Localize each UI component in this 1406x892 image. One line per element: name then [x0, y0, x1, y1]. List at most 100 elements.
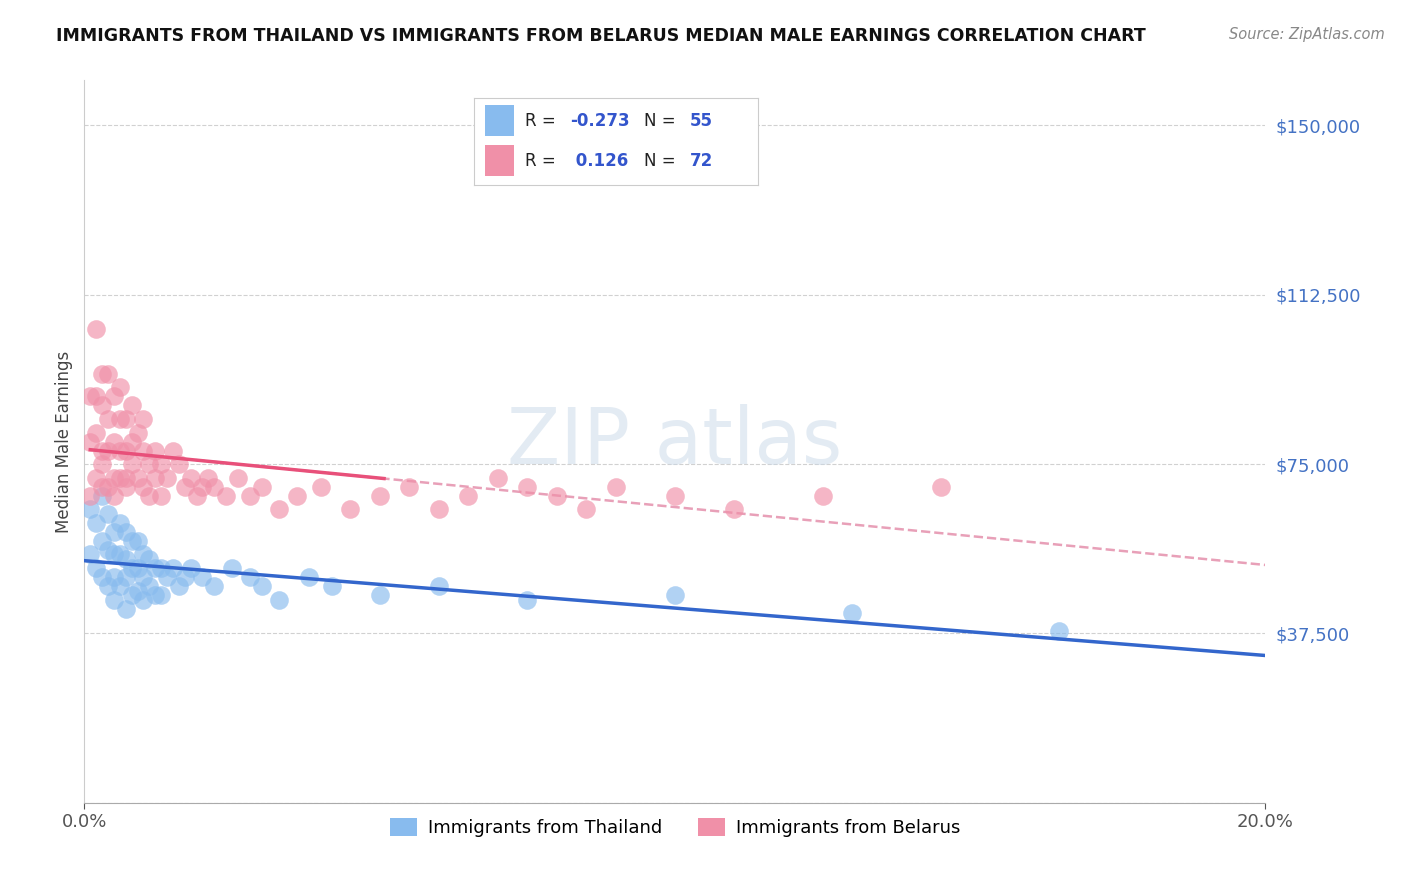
Point [114, 601, 136, 615]
Point [143, 588, 166, 602]
Point [723, 502, 745, 516]
Point [114, 480, 136, 494]
Point [127, 583, 149, 598]
Point [132, 412, 155, 426]
Point [457, 489, 479, 503]
Point [127, 533, 149, 548]
Point [156, 470, 179, 484]
Text: ZIP atlas: ZIP atlas [508, 403, 842, 480]
Point [221, 561, 243, 575]
Point [929, 480, 952, 494]
Point [841, 606, 863, 620]
Point [486, 470, 509, 484]
Point [132, 570, 155, 584]
Point [91, 367, 114, 381]
Point [121, 398, 143, 412]
Point [114, 552, 136, 566]
Point [138, 552, 160, 566]
Point [91, 533, 114, 548]
Point [108, 380, 131, 394]
Point [132, 480, 155, 494]
Point [84, 470, 107, 484]
Point [143, 470, 166, 484]
Point [103, 470, 125, 484]
Point [121, 561, 143, 575]
Point [121, 533, 143, 548]
Point [121, 434, 143, 449]
Point [173, 480, 195, 494]
Point [127, 561, 149, 575]
Point [575, 502, 598, 516]
Point [191, 570, 214, 584]
Point [186, 489, 208, 503]
Point [191, 480, 214, 494]
Point [516, 592, 538, 607]
Point [114, 524, 136, 539]
Point [398, 480, 420, 494]
Point [103, 489, 125, 503]
Point [108, 516, 131, 530]
Point [97, 579, 120, 593]
Point [516, 480, 538, 494]
Point [91, 570, 114, 584]
Point [197, 470, 219, 484]
Point [103, 570, 125, 584]
Point [108, 443, 131, 458]
Point [269, 502, 291, 516]
Point [103, 524, 125, 539]
Point [97, 367, 120, 381]
Point [664, 588, 686, 602]
Point [250, 579, 273, 593]
Point [173, 570, 195, 584]
Point [309, 480, 332, 494]
Point [202, 480, 225, 494]
Point [250, 480, 273, 494]
Point [79, 489, 101, 503]
Point [91, 398, 114, 412]
Point [811, 489, 834, 503]
Point [143, 443, 166, 458]
Y-axis label: Median Male Earnings: Median Male Earnings [55, 351, 73, 533]
Point [180, 470, 202, 484]
Point [664, 489, 686, 503]
Point [84, 516, 107, 530]
Point [79, 502, 101, 516]
Point [1047, 624, 1070, 639]
Point [84, 561, 107, 575]
Point [167, 457, 190, 471]
Point [121, 457, 143, 471]
Point [143, 561, 166, 575]
Point [108, 548, 131, 562]
Point [138, 457, 160, 471]
Point [84, 321, 107, 335]
Point [84, 425, 107, 440]
Point [114, 570, 136, 584]
Point [215, 489, 238, 503]
Point [138, 579, 160, 593]
Legend: Immigrants from Thailand, Immigrants from Belarus: Immigrants from Thailand, Immigrants fro… [382, 811, 967, 845]
Point [132, 592, 155, 607]
Point [368, 588, 391, 602]
Point [339, 502, 361, 516]
Point [239, 489, 262, 503]
Point [202, 579, 225, 593]
Point [91, 443, 114, 458]
Point [84, 389, 107, 403]
Point [103, 389, 125, 403]
Point [150, 457, 173, 471]
Point [180, 561, 202, 575]
Point [97, 443, 120, 458]
Point [91, 489, 114, 503]
Text: Source: ZipAtlas.com: Source: ZipAtlas.com [1229, 27, 1385, 42]
Point [108, 579, 131, 593]
Point [138, 489, 160, 503]
Point [132, 443, 155, 458]
Point [114, 412, 136, 426]
Point [150, 561, 173, 575]
Point [108, 470, 131, 484]
Point [97, 542, 120, 557]
Point [150, 489, 173, 503]
Point [127, 425, 149, 440]
Point [108, 412, 131, 426]
Point [427, 502, 450, 516]
